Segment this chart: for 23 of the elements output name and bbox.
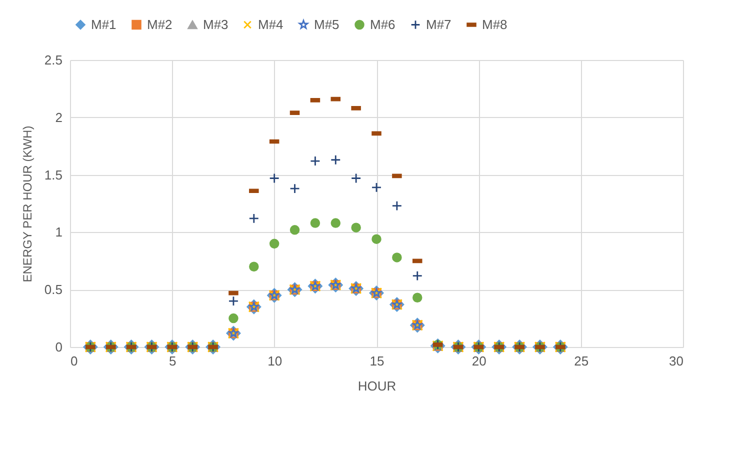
x-tick-label: 0 [70, 354, 78, 368]
legend-label: M#3 [203, 16, 228, 32]
x-tick-label: 10 [268, 354, 282, 368]
y-tick-label: 2.5 [44, 52, 62, 68]
x-tick-label: 30 [669, 354, 684, 368]
legend-label: M#8 [482, 16, 508, 32]
x-tick-label: 5 [169, 354, 176, 368]
legend-label: M#1 [91, 16, 116, 32]
legend-label: M#2 [147, 16, 172, 32]
legend-label: M#6 [370, 16, 396, 32]
x-axis-title: HOUR [358, 378, 396, 394]
y-tick-label: 1.5 [44, 167, 62, 182]
legend-label: M#5 [314, 16, 340, 32]
x-tick-label: 20 [472, 354, 486, 368]
y-tick-label: 0 [55, 340, 62, 354]
x-tick-label: 15 [370, 354, 384, 368]
y-axis-title: ENERGY PER HOUR (KWH) [20, 126, 34, 282]
y-tick-label: 1 [55, 224, 62, 240]
y-tick-label: 2 [55, 110, 62, 125]
legend-label: M#7 [426, 16, 452, 32]
y-tick-label: 0.5 [44, 282, 62, 298]
x-tick-label: 25 [574, 354, 589, 368]
legend-label: M#4 [258, 16, 284, 32]
